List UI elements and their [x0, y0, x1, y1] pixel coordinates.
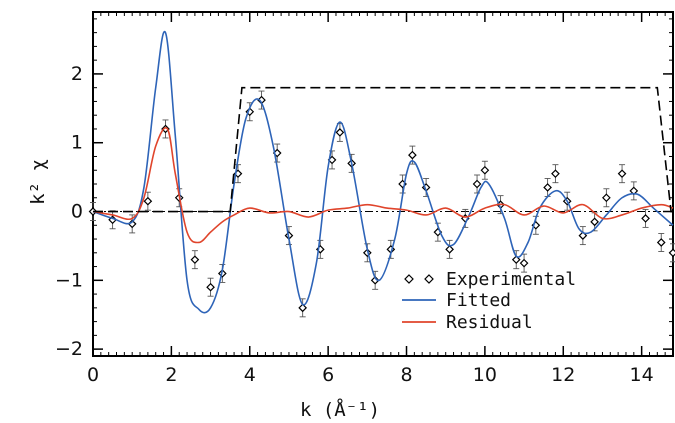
- series-residual: [92, 127, 674, 244]
- x-tick-label: 10: [473, 364, 497, 386]
- y-tick-label: −2: [55, 338, 83, 360]
- data-point: [206, 282, 215, 292]
- data-point: [590, 217, 599, 227]
- plot-border: [92, 11, 674, 357]
- x-tick-label: 4: [244, 364, 256, 386]
- series-layer: [88, 30, 675, 318]
- x-tick-label: 12: [551, 364, 575, 386]
- x-tick-label: 14: [630, 364, 654, 386]
- data-point: [551, 169, 560, 179]
- data-point: [578, 231, 588, 240]
- data-point: [641, 214, 650, 223]
- data-point: [656, 238, 666, 247]
- legend-label-fitted: Fitted: [446, 290, 511, 311]
- residual-line: [92, 127, 674, 244]
- y-axis-title: k² χ: [27, 159, 49, 205]
- y-tick-label: 0: [71, 201, 83, 223]
- fitted-line: [92, 30, 674, 314]
- data-point: [161, 124, 170, 134]
- y-tick-label: 1: [71, 132, 83, 154]
- data-point: [298, 303, 308, 313]
- series-experimental: [88, 90, 675, 318]
- data-point: [668, 248, 675, 258]
- x-axis-title: k (Å⁻¹): [300, 398, 380, 421]
- plot-frame: [92, 11, 674, 357]
- legend-label-experimental: Experimental: [446, 269, 576, 290]
- x-tick-label: 2: [165, 364, 177, 386]
- series-fitted: [92, 30, 674, 314]
- data-point: [543, 183, 552, 192]
- legend-symbol-experimental: [424, 274, 434, 284]
- data-point: [602, 193, 611, 203]
- data-point: [480, 165, 490, 175]
- x-tick-label: 6: [322, 364, 334, 386]
- data-point: [408, 150, 417, 160]
- y-tick-label: 2: [71, 63, 83, 85]
- data-point: [519, 258, 529, 268]
- data-point: [335, 128, 345, 137]
- legend: Experimental Fitted Residual: [402, 269, 576, 333]
- legend-symbol-experimental: [404, 274, 414, 284]
- x-tick-label: 8: [400, 364, 412, 386]
- data-point: [472, 179, 482, 189]
- fit-window-line: [93, 86, 673, 213]
- legend-label-residual: Residual: [446, 312, 533, 333]
- data-point: [445, 245, 454, 254]
- axis-ticks: [92, 12, 674, 356]
- data-point: [370, 275, 380, 285]
- data-point: [617, 169, 627, 179]
- data-point: [143, 196, 153, 206]
- x-tick-label: 0: [87, 364, 99, 386]
- series-window: [93, 86, 673, 213]
- data-point: [190, 255, 200, 265]
- y-tick-label: −1: [55, 269, 83, 291]
